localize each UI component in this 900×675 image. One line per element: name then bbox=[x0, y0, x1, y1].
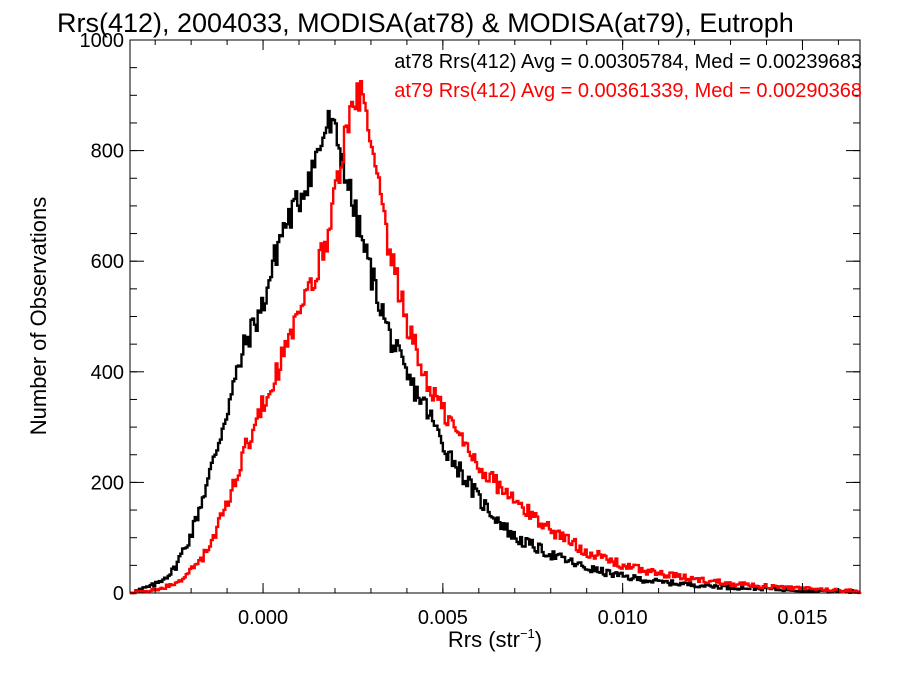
y-tick-label: 0 bbox=[113, 583, 124, 605]
x-tick-label: 0.015 bbox=[777, 607, 827, 629]
plot-area bbox=[129, 39, 861, 594]
y-axis-label: Number of Observations bbox=[26, 197, 51, 435]
x-axis-label: Rrs (str−1) bbox=[448, 626, 542, 652]
ticks-layer: 0.000 0.005 0.010 0.015 0 200 400 600 800 1000 bbox=[80, 30, 860, 629]
x-tick-label: 0.010 bbox=[598, 607, 648, 629]
chart-title: Rrs(412), 2004033, MODISA(at78) & MODISA… bbox=[57, 8, 794, 38]
series-line-at79 bbox=[130, 79, 862, 595]
legend-entry-at78: at78 Rrs(412) Avg = 0.00305784, Med = 0.… bbox=[394, 51, 862, 73]
plot-frame bbox=[129, 39, 861, 594]
series-layer bbox=[130, 79, 862, 595]
y-tick-label: 600 bbox=[91, 251, 124, 273]
x-tick-label: 0.000 bbox=[238, 607, 288, 629]
series-line-at78 bbox=[130, 109, 862, 595]
y-tick-label: 800 bbox=[91, 141, 124, 163]
legend-entry-at79: at79 Rrs(412) Avg = 0.00361339, Med = 0.… bbox=[394, 80, 862, 102]
x-axis-label-tail: ) bbox=[535, 627, 542, 652]
y-tick-label: 200 bbox=[91, 472, 124, 494]
x-axis-label-sup: −1 bbox=[520, 626, 535, 641]
x-tick-label: 0.005 bbox=[418, 607, 468, 629]
y-tick-label: 1000 bbox=[80, 30, 125, 52]
y-tick-label: 400 bbox=[91, 362, 124, 384]
x-axis-label-main: Rrs (str bbox=[448, 627, 520, 652]
